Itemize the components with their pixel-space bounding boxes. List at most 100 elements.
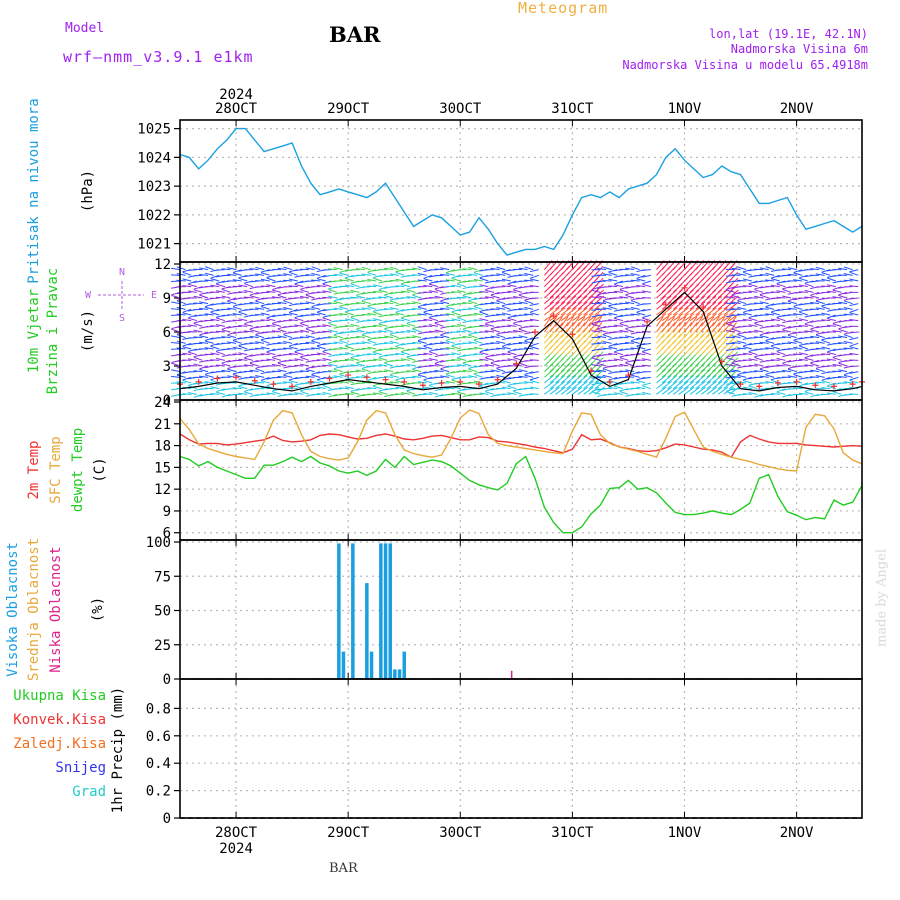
panel-label: Niska Oblacnost bbox=[48, 546, 64, 672]
gust-marker bbox=[718, 358, 725, 365]
gust-marker bbox=[270, 381, 277, 388]
y-tick-label: 12 bbox=[154, 257, 171, 273]
y-tick-label: 6 bbox=[163, 526, 171, 542]
panel-unit: (C) bbox=[92, 457, 108, 482]
dewpt-line bbox=[179, 455, 863, 534]
panel-label: Srednja Oblacnost bbox=[26, 538, 42, 681]
gust-marker bbox=[700, 304, 707, 311]
top-day-label: 1NOV bbox=[668, 101, 702, 117]
gust-marker bbox=[681, 284, 688, 291]
y-tick-label: 24 bbox=[154, 395, 171, 411]
top-year-label: 2024 bbox=[219, 87, 253, 103]
panel-frame bbox=[179, 678, 863, 819]
top-day-label: 2NOV bbox=[780, 101, 814, 117]
y-tick-label: 6 bbox=[163, 325, 171, 341]
precip-legend-label: Snijeg bbox=[55, 760, 106, 776]
meteogram-heading: Meteogram bbox=[518, 0, 609, 17]
sfc-temp-line bbox=[179, 409, 863, 472]
cloud-bar bbox=[365, 583, 369, 679]
gust-marker bbox=[363, 374, 370, 381]
gust-marker bbox=[419, 382, 426, 389]
gust-marker bbox=[662, 301, 669, 308]
panel-label: dewpt Temp bbox=[70, 428, 86, 512]
panel-label: 10m Vjetar bbox=[26, 289, 42, 373]
model-altitude: Nadmorska Visina u modelu 65.4918m bbox=[622, 58, 868, 72]
gust-marker bbox=[457, 378, 464, 385]
gust-marker bbox=[233, 374, 240, 381]
bottom-day-label: 31OCT bbox=[551, 825, 594, 841]
bottom-day-label: 29OCT bbox=[327, 825, 370, 841]
y-tick-label: 0.2 bbox=[146, 784, 171, 800]
top-day-label: 31OCT bbox=[551, 101, 594, 117]
gust-marker bbox=[737, 381, 744, 388]
bottom-day-label: 30OCT bbox=[439, 825, 482, 841]
gust-marker bbox=[251, 377, 258, 384]
station-lonlat: lon,lat (19.1E, 42.1N) bbox=[709, 27, 868, 41]
pressure-line bbox=[179, 127, 863, 256]
cloud-bar bbox=[383, 543, 388, 679]
y-tick-label: 25 bbox=[154, 638, 171, 654]
y-tick-label: 15 bbox=[154, 460, 171, 476]
bottom-day-label: 28OCT bbox=[215, 825, 258, 841]
compass-north-label: N bbox=[119, 267, 125, 278]
gust-marker bbox=[382, 376, 389, 383]
y-tick-label: 100 bbox=[146, 535, 171, 551]
gust-marker bbox=[214, 375, 221, 382]
cloud-bar bbox=[402, 651, 406, 679]
precip-legend-label: Zaledj.Kisa bbox=[13, 736, 106, 752]
panel-label: Pritisak na nivou mora bbox=[26, 98, 42, 283]
y-tick-label: 0.4 bbox=[146, 756, 171, 772]
cloud-bar bbox=[341, 651, 346, 679]
y-tick-label: 1025 bbox=[137, 122, 171, 138]
y-tick-label: 1023 bbox=[137, 179, 171, 195]
gust-marker bbox=[326, 375, 333, 382]
gust-marker bbox=[849, 381, 856, 388]
y-tick-label: 12 bbox=[154, 482, 171, 498]
compass-east-label: E bbox=[151, 290, 157, 301]
precip-legend-label: Konvek.Kisa bbox=[13, 712, 106, 728]
compass-south-label: S bbox=[119, 313, 125, 324]
gust-marker bbox=[793, 378, 800, 385]
y-tick-label: 75 bbox=[154, 569, 171, 585]
gust-marker bbox=[812, 382, 819, 389]
y-tick-label: 0 bbox=[163, 393, 171, 409]
model-name: wrf—nmm_v3.9.1 e1km bbox=[63, 48, 254, 66]
y-tick-label: 21 bbox=[154, 417, 171, 433]
cloud-bar bbox=[510, 670, 513, 679]
panel-unit: 1hr Precip (mm) bbox=[110, 687, 126, 813]
station-altitude: Nadmorska Visina 6m bbox=[730, 42, 868, 56]
y-tick-label: 1022 bbox=[137, 208, 171, 224]
cloud-bar bbox=[393, 669, 397, 679]
gust-marker bbox=[345, 372, 352, 379]
gust-marker bbox=[569, 331, 576, 338]
gust-marker bbox=[289, 383, 296, 390]
gust-marker bbox=[494, 376, 501, 383]
y-tick-label: 0 bbox=[163, 672, 171, 688]
y-tick-label: 9 bbox=[163, 291, 171, 307]
gust-marker bbox=[195, 378, 202, 385]
y-tick-label: 50 bbox=[154, 604, 171, 620]
precip-legend-label: Ukupna Kisa bbox=[13, 688, 106, 704]
wind-speed-line bbox=[179, 291, 863, 392]
gust-marker bbox=[550, 313, 557, 320]
y-tick-label: 0.6 bbox=[146, 729, 171, 745]
gust-marker bbox=[830, 383, 837, 390]
panel-label: Brzina i Pravac bbox=[45, 268, 61, 394]
gust-marker bbox=[588, 367, 595, 374]
bottom-day-label: 1NOV bbox=[668, 825, 702, 841]
top-day-label: 30OCT bbox=[439, 101, 482, 117]
panel-label: SFC Temp bbox=[48, 436, 64, 503]
y-tick-label: 9 bbox=[163, 504, 171, 520]
y-tick-label: 1024 bbox=[137, 150, 171, 166]
panel-unit: (m/s) bbox=[80, 310, 96, 352]
gust-marker bbox=[475, 381, 482, 388]
gust-marker bbox=[625, 372, 632, 379]
gust-markers bbox=[177, 284, 865, 390]
y-tick-label: 0.8 bbox=[146, 701, 171, 717]
y-tick-label: 3 bbox=[163, 359, 171, 375]
panel-label: Visoka Oblacnost bbox=[5, 542, 21, 677]
gust-marker bbox=[513, 360, 520, 367]
panel-unit: (%) bbox=[90, 597, 106, 622]
footer-station: BAR bbox=[329, 861, 358, 876]
